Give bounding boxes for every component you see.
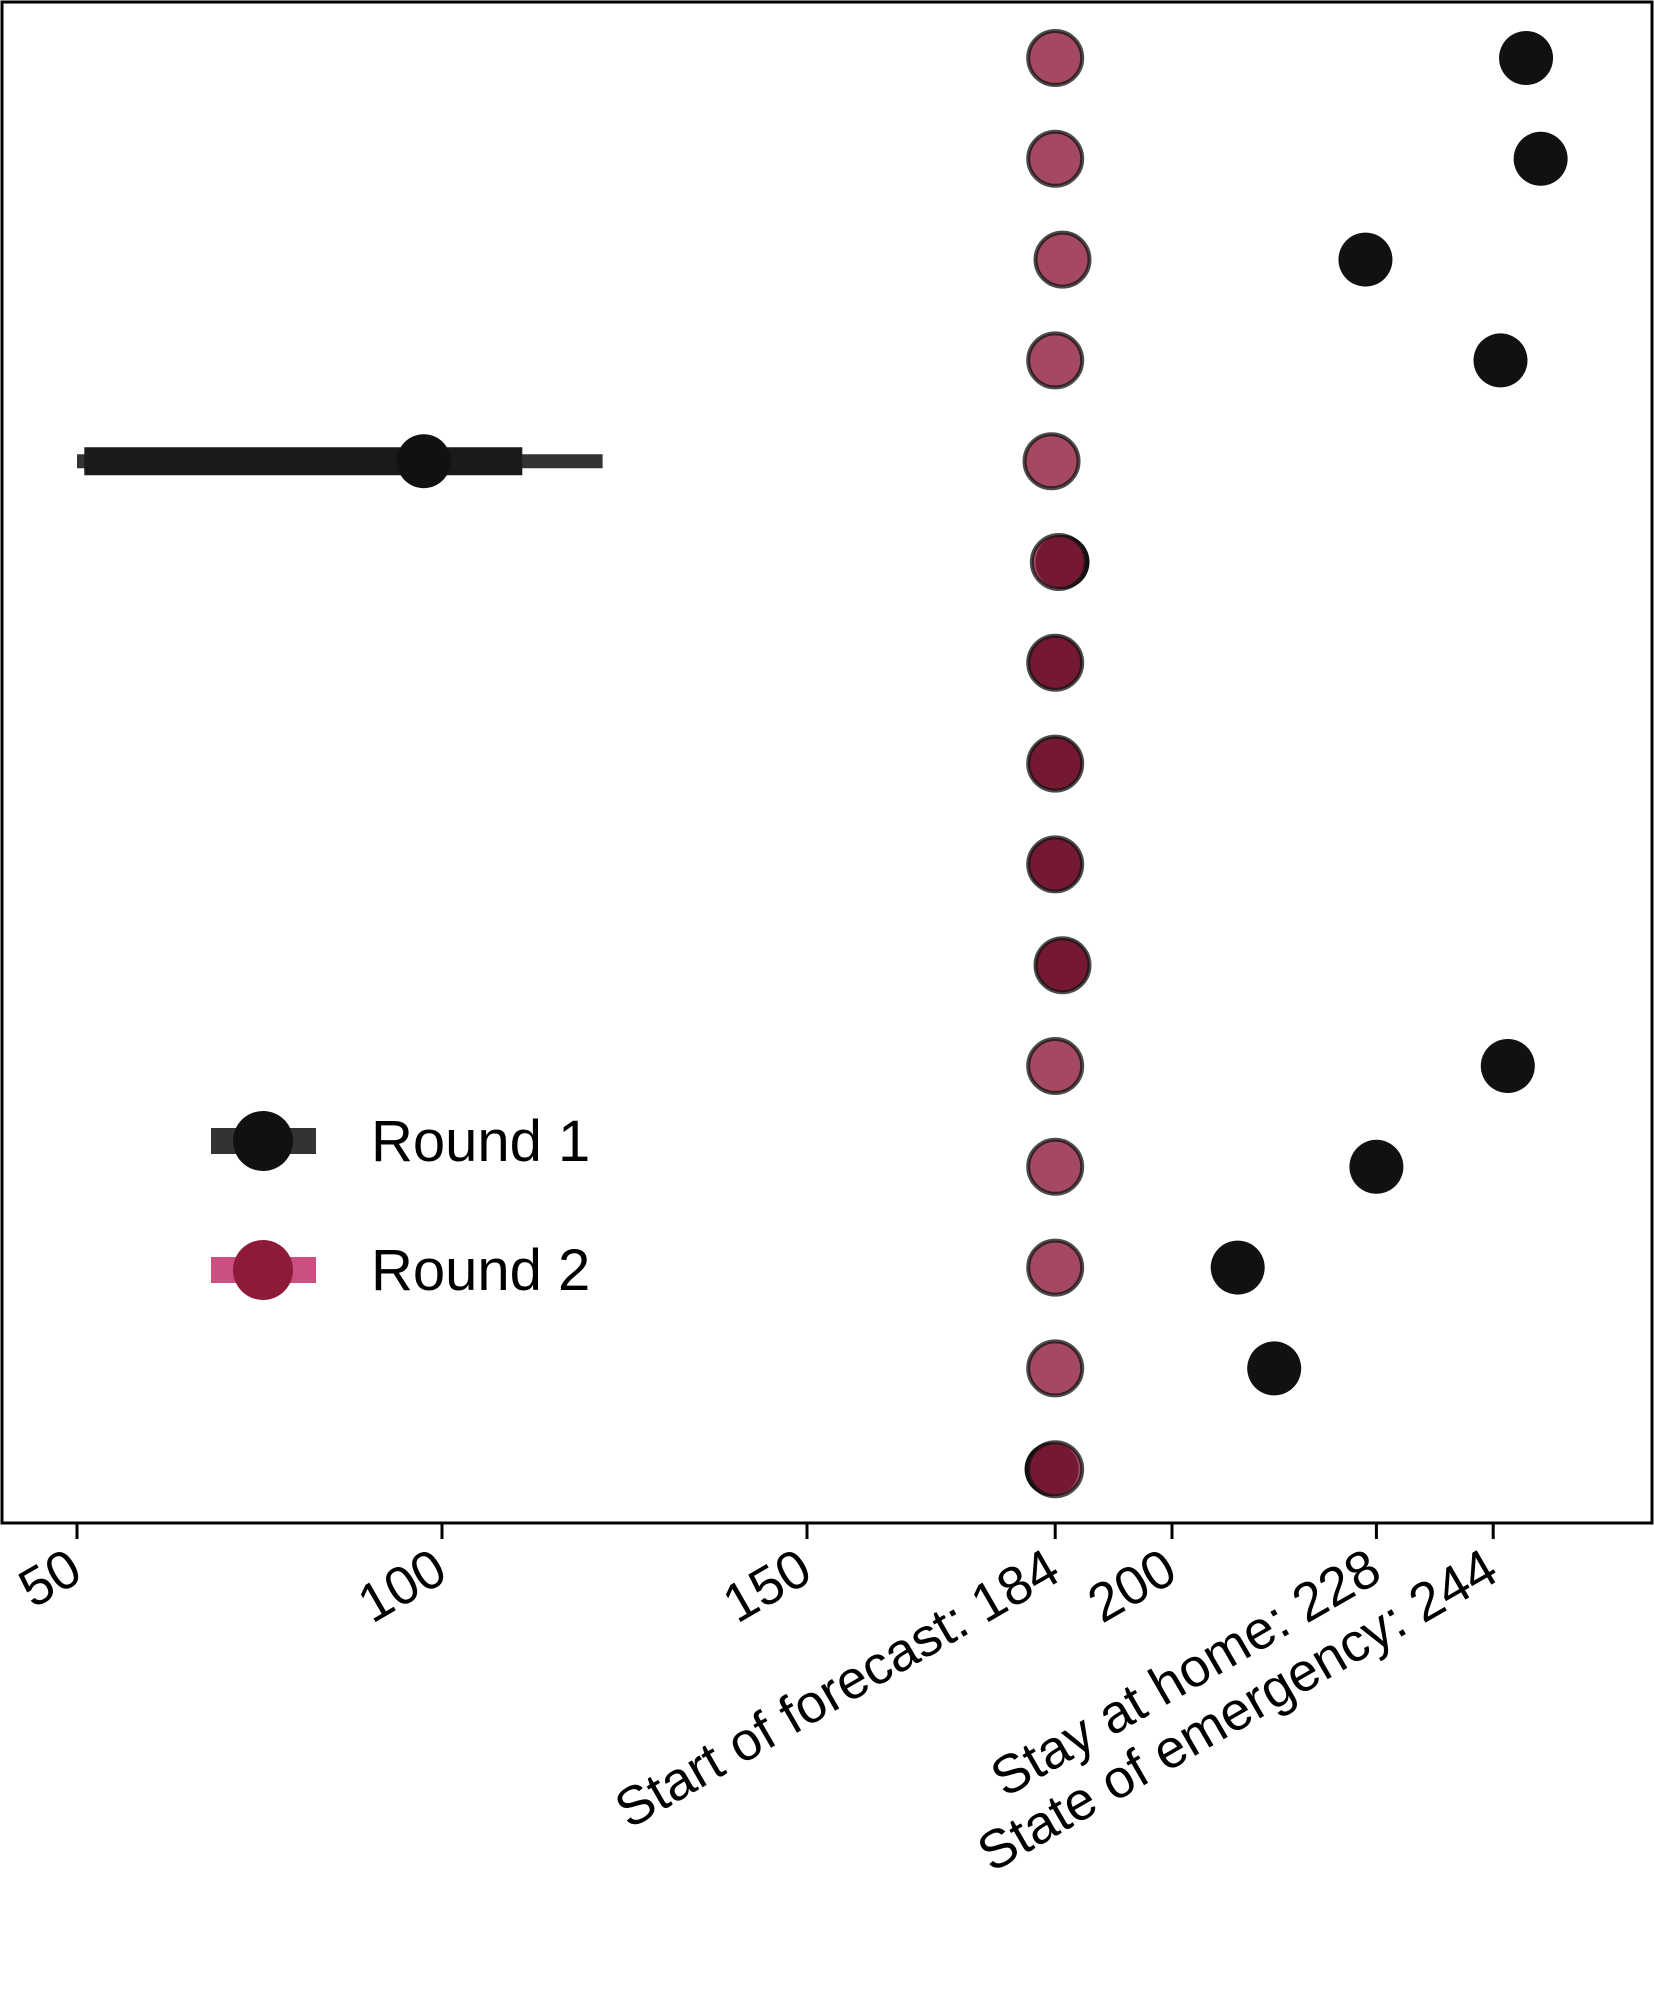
legend-label: Round 1 <box>371 1109 590 1174</box>
legend-label: Round 2 <box>371 1238 590 1303</box>
round1-point <box>1473 333 1528 388</box>
data-marks <box>77 29 1568 1499</box>
x-tick-label: 100 <box>348 1537 456 1634</box>
round1-point <box>1480 1039 1535 1093</box>
round2-point <box>1033 230 1092 289</box>
plot-frame <box>0 0 1654 1525</box>
round2-point <box>1026 633 1085 692</box>
round1-point <box>1338 232 1393 287</box>
round2-point <box>1026 734 1085 793</box>
round2-point <box>1022 432 1081 491</box>
round1-point <box>1210 1240 1265 1295</box>
round2-point <box>1026 1037 1085 1095</box>
round1-point <box>1247 1341 1302 1396</box>
x-tick-label: Start of forecast: 184 <box>605 1537 1069 1840</box>
round2-point <box>1026 1339 1085 1398</box>
round1-point <box>1499 31 1554 85</box>
round2-point <box>1026 29 1085 87</box>
round2-point <box>1033 936 1092 995</box>
round2-point <box>1026 1137 1085 1196</box>
legend: Round 1 Round 2 <box>211 1109 590 1303</box>
x-tick-label: 150 <box>713 1537 821 1634</box>
round2-point <box>1029 533 1088 591</box>
round1-point <box>1513 131 1568 186</box>
round2-point <box>1026 129 1085 188</box>
round2-point <box>1026 1238 1085 1297</box>
round1-point <box>1349 1139 1404 1194</box>
round2-point <box>1026 1440 1085 1499</box>
round1-point <box>396 434 451 489</box>
round2-point <box>1026 835 1085 894</box>
x-tick-label: 200 <box>1078 1537 1186 1634</box>
legend-swatch-dot <box>233 1111 293 1171</box>
round2-point <box>1026 331 1085 390</box>
legend-swatch-dot <box>233 1240 293 1300</box>
x-tick-label: 50 <box>9 1537 91 1619</box>
